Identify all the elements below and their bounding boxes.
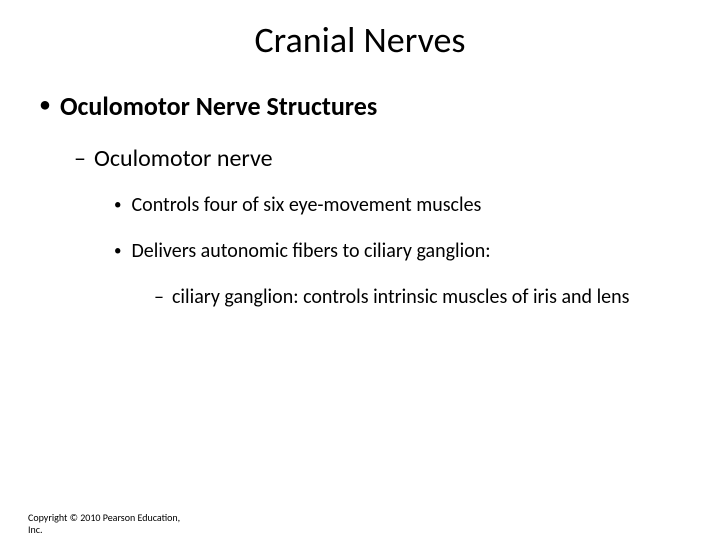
bullet-level3a-text: Controls four of six eye-movement muscle…	[131, 193, 481, 217]
bullet-icon: •	[40, 90, 50, 120]
slide-content: • Oculomotor Nerve Structures – Oculomot…	[0, 90, 720, 309]
bullet-icon: •	[114, 193, 121, 217]
slide: Cranial Nerves • Oculomotor Nerve Struct…	[0, 18, 720, 558]
slide-title: Cranial Nerves	[0, 18, 720, 62]
copyright-text: Copyright © 2010 Pearson Education, Inc.	[28, 512, 188, 536]
bullet-level3b-text: Delivers autonomic fibers to ciliary gan…	[131, 239, 490, 263]
bullet-level4: – ciliary ganglion: controls intrinsic m…	[154, 285, 680, 309]
dash-icon: –	[154, 285, 164, 309]
bullet-level1-text: Oculomotor Nerve Structures	[60, 90, 377, 122]
bullet-level2: – Oculomotor nerve	[74, 144, 680, 173]
bullet-level4-text: ciliary ganglion: controls intrinsic mus…	[172, 285, 629, 309]
bullet-level3b: • Delivers autonomic fibers to ciliary g…	[114, 239, 680, 263]
dash-icon: –	[74, 144, 86, 173]
bullet-level2-text: Oculomotor nerve	[94, 144, 273, 173]
bullet-level3a: • Controls four of six eye-movement musc…	[114, 193, 680, 217]
bullet-level1: • Oculomotor Nerve Structures	[40, 90, 680, 122]
bullet-icon: •	[114, 239, 121, 263]
